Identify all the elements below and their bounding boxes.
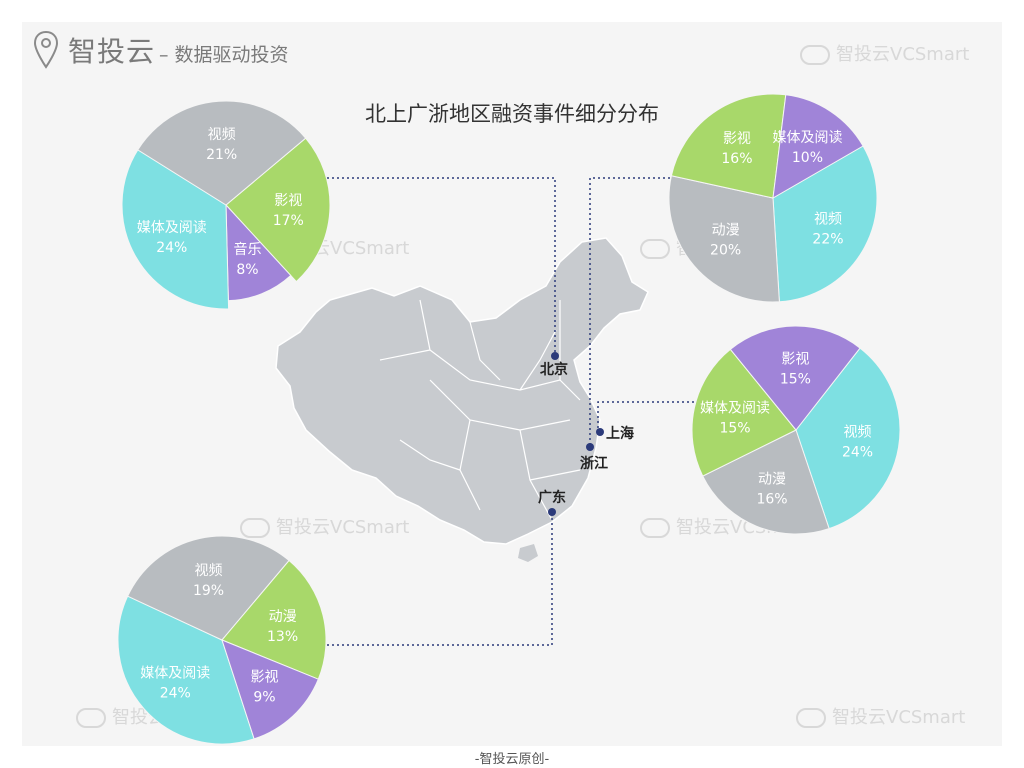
province-borders	[379, 299, 581, 521]
pie-slice	[121, 149, 230, 310]
china-map	[275, 237, 649, 562]
slice-value-label: 13%	[267, 629, 298, 645]
watermark-logo-icon	[800, 45, 830, 65]
connector-line	[302, 512, 553, 646]
city-label: 广东	[538, 489, 566, 506]
watermark-logo-icon	[640, 239, 670, 259]
city-dot	[586, 443, 594, 451]
pie-charts: 影视 17% 音乐 8% 媒体及阅读 24% 视频 21% 视频 22% 动漫 20% 影视 16% 媒体及…	[117, 93, 901, 745]
slice-value-label: 15%	[719, 421, 750, 437]
slice-value-label: 16%	[721, 151, 752, 167]
slice-value-label: 8%	[236, 262, 258, 278]
brand-tagline: – 数据驱动投资	[159, 43, 289, 66]
connector-line	[302, 177, 556, 356]
slice-label: 动漫	[712, 223, 740, 239]
pie-slice	[772, 94, 864, 199]
pie-slice	[670, 93, 787, 199]
slice-label: 视频	[208, 127, 236, 143]
pie-slice	[772, 145, 878, 303]
slice-label: 视频	[844, 425, 872, 441]
slice-value-label: 10%	[792, 150, 823, 166]
pie-slice	[225, 203, 292, 302]
watermark: 智投云VCSmart	[240, 513, 409, 539]
slice-label: 影视	[274, 193, 302, 209]
watermark-logo-icon	[240, 518, 270, 538]
brand-name: 智投云	[68, 35, 156, 68]
slice-label: 影视	[781, 352, 809, 368]
slice-label: 媒体及阅读	[700, 400, 770, 417]
watermark: 智投云VCSmart	[800, 40, 969, 66]
location-pin-icon	[34, 31, 58, 69]
city-label: 北京	[540, 361, 568, 378]
connector-line	[589, 177, 670, 447]
slice-label: 视频	[195, 563, 223, 579]
pie-chart: 视频 22% 动漫 20% 影视 16% 媒体及阅读 10%	[668, 93, 878, 303]
city-label: 上海	[606, 425, 634, 442]
slice-label: 媒体及阅读	[772, 129, 842, 146]
slice-label: 动漫	[758, 472, 786, 488]
slice-label: 媒体及阅读	[137, 219, 207, 236]
pie-slice	[127, 535, 290, 641]
connector-lines	[302, 177, 694, 646]
pie-slice	[729, 325, 861, 431]
slice-value-label: 19%	[193, 583, 224, 599]
pie-slice	[221, 639, 319, 740]
pie-slice	[702, 429, 830, 535]
watermark: 智投云VCSmart	[796, 703, 965, 729]
slice-value-label: 21%	[206, 147, 237, 163]
pie-slice	[117, 595, 255, 745]
connector-line	[597, 401, 694, 432]
brand-header: 智投云 – 数据驱动投资	[34, 30, 289, 70]
slice-label: 影视	[723, 131, 751, 147]
watermark-logo-icon	[796, 708, 826, 728]
pie-slice	[221, 559, 327, 680]
slice-label: 动漫	[269, 609, 297, 625]
slice-value-label: 20%	[710, 243, 741, 259]
pie-chart: 视频 24% 动漫 16% 媒体及阅读 15% 影视 15%	[691, 325, 901, 535]
slice-value-label: 9%	[253, 690, 275, 706]
pie-slice	[137, 100, 307, 206]
slice-value-label: 22%	[812, 232, 843, 248]
city-dot	[596, 428, 604, 436]
slice-label: 影视	[250, 670, 278, 686]
slice-label: 音乐	[234, 241, 262, 258]
city-label: 浙江	[580, 455, 608, 472]
chart-title: 北上广浙地区融资事件细分分布	[365, 102, 659, 126]
pie-slice	[795, 347, 901, 530]
mainland-shape	[275, 237, 649, 545]
slice-label: 视频	[814, 212, 842, 228]
slice-label: 媒体及阅读	[140, 664, 210, 681]
watermark-logo-icon	[76, 708, 106, 728]
pie-chart: 媒体及阅读 24% 视频 19% 动漫 13% 影视 9%	[117, 535, 327, 745]
footer-credit: -智投云原创-	[474, 752, 550, 767]
city-dot	[551, 352, 559, 360]
pie-slice	[691, 348, 797, 477]
pie-slice	[668, 175, 780, 303]
pie-chart: 影视 17% 音乐 8% 媒体及阅读 24% 视频 21%	[121, 100, 331, 310]
pie-slice	[225, 137, 331, 283]
hainan-shape	[518, 544, 538, 562]
watermark-logo-icon	[640, 518, 670, 538]
city-dot	[548, 508, 556, 516]
slice-value-label: 15%	[780, 372, 811, 388]
slice-value-label: 24%	[160, 685, 191, 701]
slice-value-label: 24%	[842, 445, 873, 461]
slice-value-label: 16%	[756, 492, 787, 508]
slice-value-label: 17%	[273, 213, 304, 229]
slice-value-label: 24%	[156, 240, 187, 256]
